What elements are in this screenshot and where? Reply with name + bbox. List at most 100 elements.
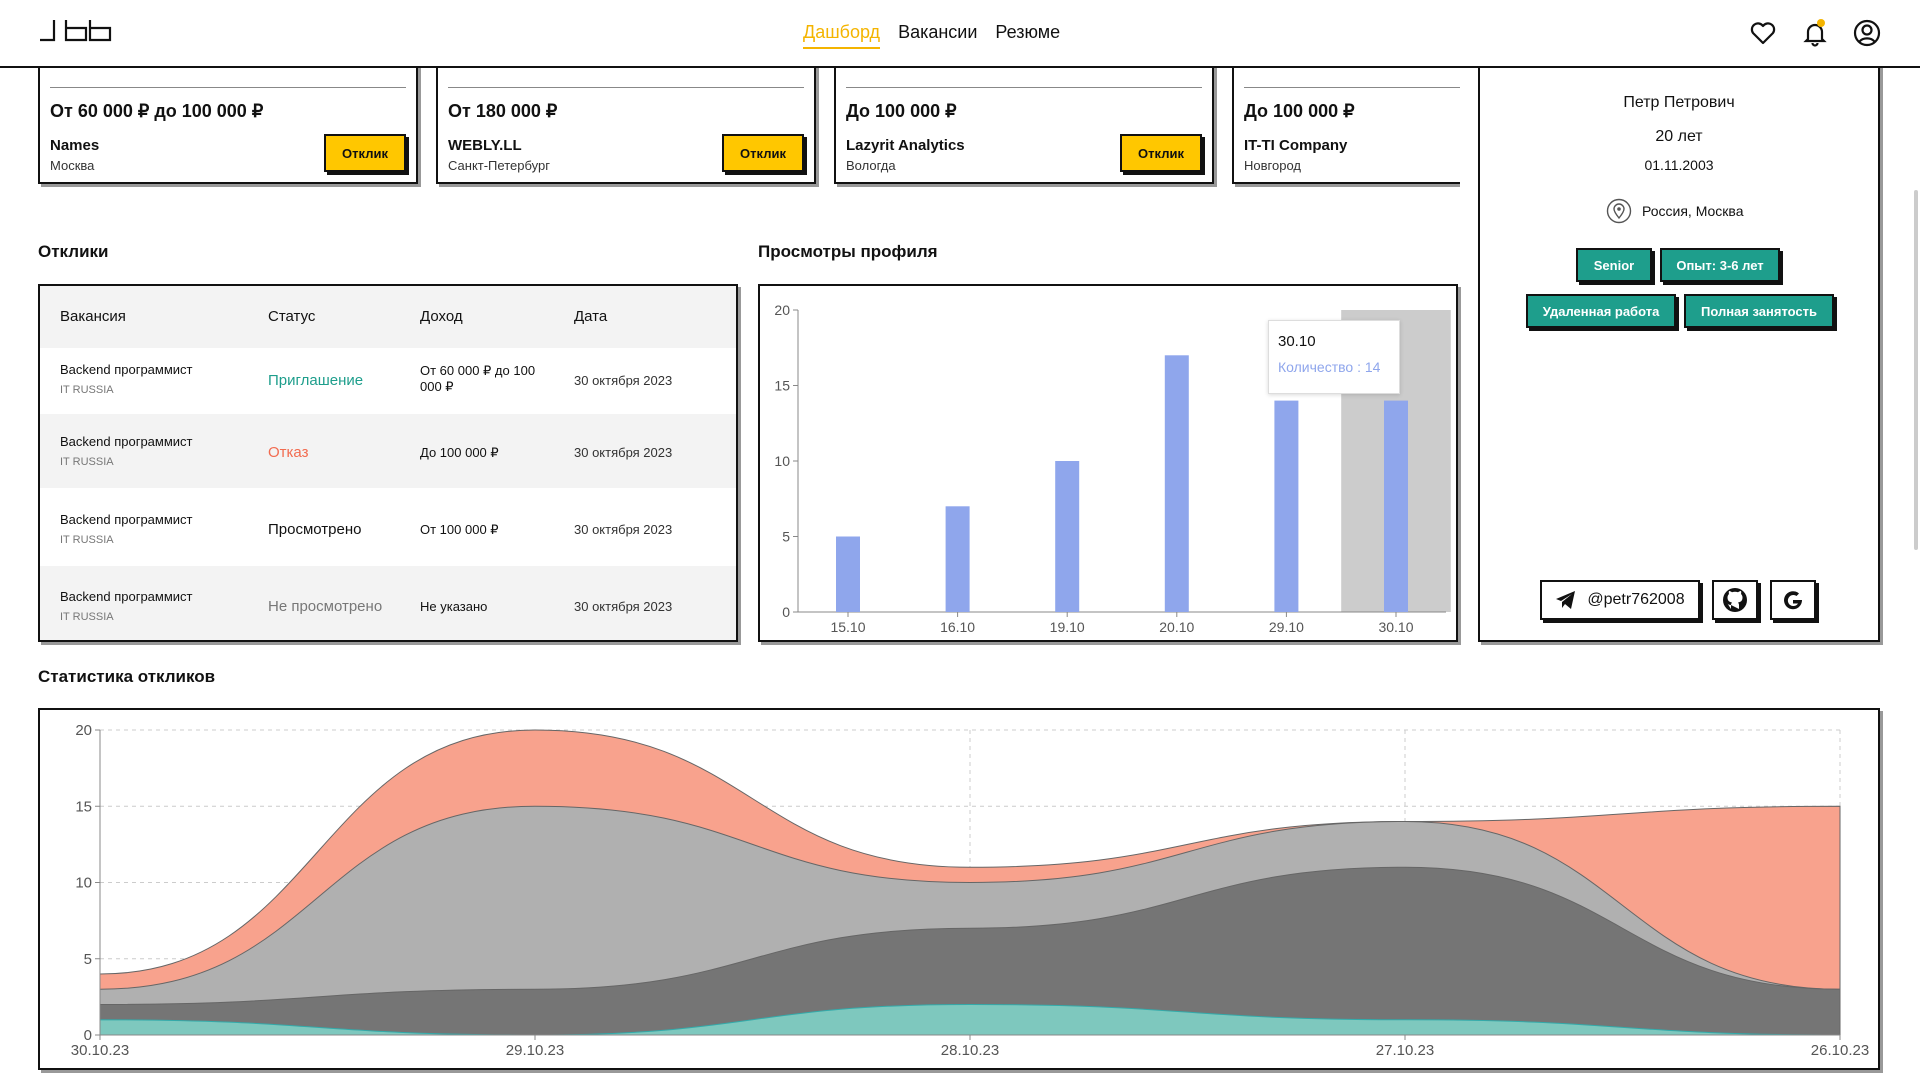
row-company: IT RUSSIA: [60, 611, 114, 623]
x-tick-label: 28.10.23: [941, 1042, 999, 1059]
column-header: Дата: [574, 308, 608, 325]
vacancy-salary: От 60 000 ₽ до 100 000 ₽: [50, 101, 264, 121]
vacancy-city: Санкт-Петербург: [448, 158, 550, 173]
heart-icon[interactable]: [1748, 18, 1778, 48]
x-tick-label: 30.10: [1378, 619, 1413, 635]
vacancy-company: Lazyrit Analytics: [846, 137, 965, 154]
tag-level: Senior: [1576, 248, 1652, 282]
bar: [1384, 400, 1408, 612]
table-row[interactable]: Backend программист IT RUSSIA Отказ До 1…: [40, 414, 736, 488]
stats-title: Статистика откликов: [38, 667, 216, 686]
row-vacancy: Backend программист: [60, 512, 193, 527]
bar: [945, 506, 970, 612]
column-header: Статус: [268, 308, 316, 325]
row-date: 30 октября 2023: [574, 445, 673, 460]
responses-stats-chart: 0 5 10 15 20 30.10.23 29.10.23 28.10.23 27.10.23…: [38, 708, 1880, 1070]
x-tick-label: 26.10.23: [1811, 1042, 1869, 1059]
row-date: 30 октября 2023: [574, 599, 673, 614]
bar: [836, 536, 860, 612]
row-income: От 60 000 ₽ до 100 000 ₽: [420, 363, 536, 394]
apply-button[interactable]: Отклик: [1120, 134, 1202, 172]
tag-remote: Удаленная работа: [1526, 294, 1676, 328]
telegram-icon: [1556, 591, 1576, 609]
tag-fulltime: Полная занятость: [1684, 294, 1834, 328]
vacancy-card[interactable]: До 100 000 ₽ IT-TI Company Новгород: [1232, 56, 1460, 184]
google-icon: [1784, 591, 1803, 610]
github-link[interactable]: [1712, 580, 1758, 620]
user-avatar-icon[interactable]: [1852, 18, 1882, 48]
table-row[interactable]: Backend программист IT RUSSIA Просмотрен…: [40, 488, 736, 566]
table-header: Вакансия Статус Доход Дата: [40, 286, 736, 348]
row-date: 30 октября 2023: [574, 522, 673, 537]
y-tick-label: 10: [75, 875, 92, 892]
x-tick-label: 29.10.23: [506, 1042, 564, 1059]
tooltip-count: Количество : 14: [1278, 359, 1381, 375]
top-header: Дашборд Вакансии Резюме: [0, 0, 1920, 68]
nav-vacancies[interactable]: Вакансии: [898, 22, 978, 42]
row-company: IT RUSSIA: [60, 384, 114, 396]
x-tick-label: 30.10.23: [71, 1042, 129, 1059]
row-company: IT RUSSIA: [60, 534, 114, 546]
row-vacancy: Backend программист: [60, 434, 193, 449]
responses-title: Отклики: [38, 242, 109, 261]
apply-button[interactable]: Отклик: [324, 134, 406, 172]
column-header: Доход: [420, 308, 463, 325]
x-tick-label: 20.10: [1159, 619, 1194, 635]
row-vacancy: Backend программист: [60, 589, 193, 604]
row-status: Отказ: [268, 444, 309, 461]
page-scrollbar[interactable]: [1914, 190, 1918, 550]
nav-dashboard[interactable]: Дашборд: [803, 22, 881, 49]
nav-resume[interactable]: Резюме: [995, 22, 1061, 42]
profile-views-chart: 0 5 10 15 20 15.10 16.10 19.10 20.10 29.10 30.10 3…: [758, 284, 1458, 642]
vacancy-company: Names: [50, 137, 100, 154]
table-row[interactable]: Backend программист IT RUSSIA Приглашени…: [40, 348, 736, 414]
y-tick-label: 5: [782, 529, 790, 545]
main-nav: Дашборд Вакансии Резюме: [803, 22, 1060, 49]
x-tick-label: 29.10: [1269, 619, 1304, 635]
profile-dob: 01.11.2003: [1644, 157, 1714, 173]
row-vacancy: Backend программист: [60, 362, 193, 377]
y-tick-label: 10: [774, 453, 790, 469]
area-series: [99, 1003, 1841, 1036]
vacancy-city: Новгород: [1244, 158, 1301, 173]
vacancy-card[interactable]: От 60 000 ₽ до 100 000 ₽ Names Москва От…: [38, 56, 418, 184]
y-tick-label: 0: [84, 1027, 92, 1044]
row-income: Не указано: [420, 599, 488, 614]
y-tick-label: 20: [774, 302, 790, 318]
area-series: [99, 866, 1841, 1036]
google-link[interactable]: [1770, 580, 1816, 620]
profile-name: Петр Петрович: [1623, 94, 1735, 111]
x-tick-label: 27.10.23: [1376, 1042, 1434, 1059]
chart-tooltip: 30.10 Количество : 14: [1268, 320, 1400, 394]
vacancy-city: Вологда: [846, 158, 896, 173]
bar: [1274, 400, 1299, 612]
location-text: Россия, Москва: [1642, 203, 1744, 219]
telegram-link[interactable]: @petr762008: [1540, 580, 1700, 620]
y-tick-label: 20: [75, 722, 92, 739]
notification-dot: [1817, 19, 1825, 27]
x-tick-label: 19.10: [1050, 619, 1085, 635]
vacancy-company: WEBLY.LL: [448, 137, 522, 154]
apply-button[interactable]: Отклик: [722, 134, 804, 172]
vacancy-card[interactable]: От 180 000 ₽ WEBLY.LL Санкт-Петербург От…: [436, 56, 816, 184]
tooltip-date: 30.10: [1278, 333, 1316, 350]
row-status: Приглашение: [268, 372, 364, 389]
vacancy-city: Москва: [50, 158, 95, 173]
location-pin-icon: [1606, 198, 1632, 224]
table-row[interactable]: Backend программист IT RUSSIA Не просмот…: [40, 566, 736, 640]
notifications-button[interactable]: [1800, 18, 1830, 48]
vacancy-company: IT-TI Company: [1244, 137, 1348, 154]
column-header: Вакансия: [60, 308, 126, 325]
vacancy-salary: От 180 000 ₽: [448, 101, 558, 121]
tag-experience: Опыт: 3-6 лет: [1660, 248, 1780, 282]
row-status: Просмотрено: [268, 521, 362, 538]
x-tick-label: 15.10: [830, 619, 865, 635]
vacancy-cards-row: От 60 000 ₽ до 100 000 ₽ Names Москва От…: [38, 56, 1460, 190]
row-income: До 100 000 ₽: [420, 445, 499, 460]
y-tick-label: 5: [84, 951, 92, 968]
vacancy-card[interactable]: До 100 000 ₽ Lazyrit Analytics Вологда О…: [834, 56, 1214, 184]
telegram-handle: @petr762008: [1587, 591, 1685, 608]
views-title: Просмотры профиля: [758, 242, 938, 261]
github-icon: [1723, 588, 1747, 612]
jb-logo[interactable]: [38, 18, 114, 48]
